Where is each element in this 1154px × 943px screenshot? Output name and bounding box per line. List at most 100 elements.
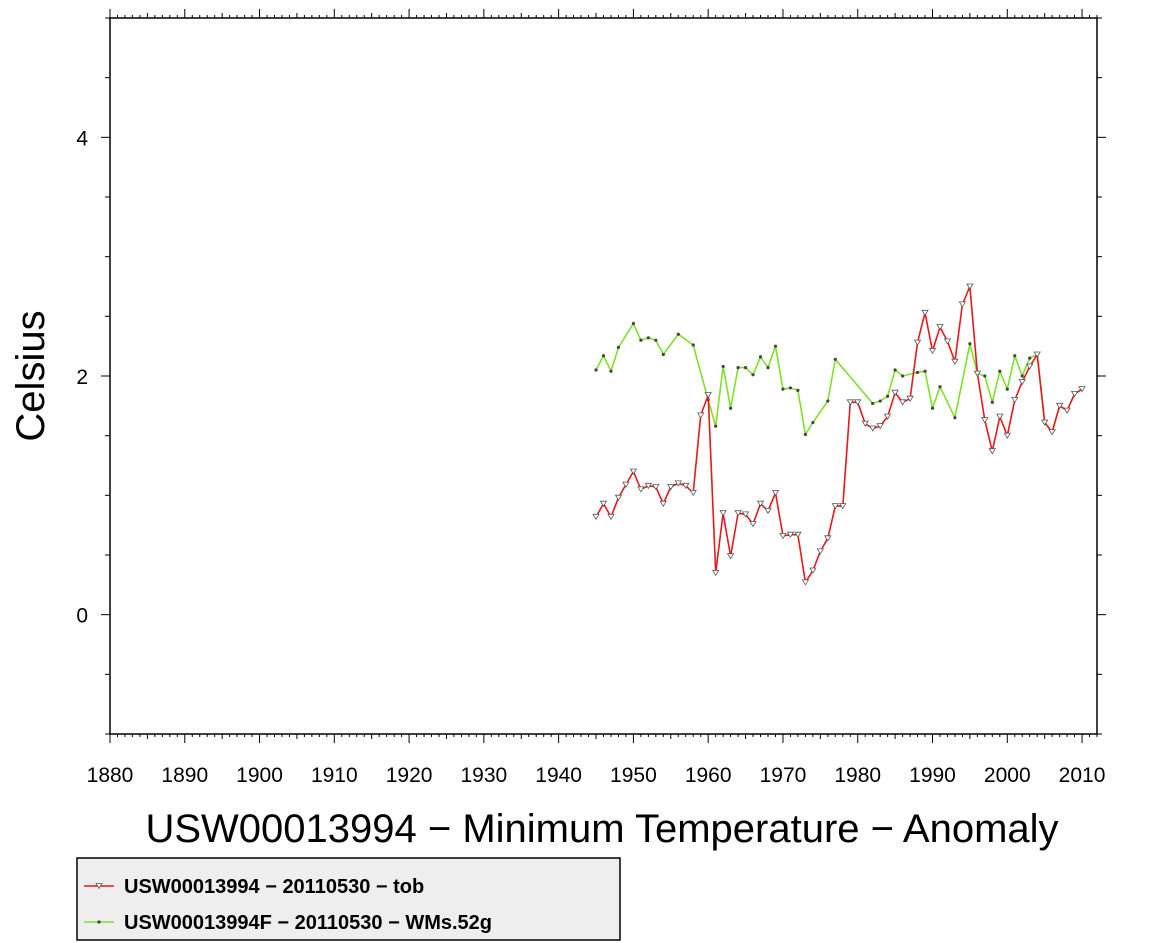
data-point — [809, 567, 817, 574]
data-point — [714, 424, 718, 428]
data-point — [803, 432, 807, 437]
x-tick-label: 1980 — [834, 764, 881, 787]
x-tick-label: 1930 — [461, 764, 508, 787]
data-point — [631, 321, 636, 326]
data-point — [930, 406, 935, 410]
series-line — [595, 322, 1083, 436]
data-point — [883, 413, 892, 420]
data-point — [721, 364, 725, 369]
data-point — [983, 374, 987, 378]
data-point — [906, 395, 914, 402]
data-point — [654, 338, 658, 342]
data-point — [861, 420, 869, 427]
data-point — [1055, 402, 1064, 410]
data-point — [629, 468, 638, 475]
data-point — [696, 412, 705, 419]
data-point — [644, 482, 653, 490]
data-point — [938, 385, 942, 389]
data-point — [953, 416, 957, 420]
data-point — [622, 481, 630, 488]
data-point — [736, 366, 740, 370]
legend-marker — [97, 920, 101, 924]
data-point — [990, 400, 994, 404]
data-point — [921, 309, 929, 317]
data-point — [898, 399, 907, 406]
data-point — [876, 423, 884, 430]
data-point — [1003, 432, 1012, 439]
data-point — [794, 531, 802, 538]
data-point — [691, 343, 695, 347]
data-point — [966, 283, 974, 290]
data-point — [936, 324, 944, 331]
data-point — [682, 482, 690, 490]
data-point — [915, 370, 920, 375]
data-point — [831, 503, 840, 510]
x-tick-label: 1950 — [610, 764, 657, 787]
y-tick-label: 0 — [76, 605, 88, 628]
data-point — [853, 399, 862, 406]
data-point — [996, 413, 1004, 420]
data-point — [676, 332, 680, 336]
data-point — [781, 387, 785, 391]
data-point — [871, 401, 875, 406]
data-point — [958, 301, 967, 308]
data-point — [886, 394, 890, 398]
tick-labels: 1880 1890 1900 1910 1920 1930 1940 1950 1960 1970… — [76, 127, 1105, 787]
data-point — [826, 399, 830, 403]
data-point — [868, 425, 877, 432]
x-tick-label: 2000 — [984, 764, 1031, 787]
x-tick-label: 1900 — [236, 764, 283, 787]
data-point — [839, 503, 847, 510]
data-point — [1048, 429, 1056, 436]
data-point — [756, 500, 765, 507]
data-point — [661, 352, 665, 357]
plot-frame — [109, 17, 1098, 735]
data-point — [1025, 363, 1034, 370]
data-point — [1063, 407, 1071, 414]
legend-label: USW00013994F − 20110530 − WMs.52g — [124, 912, 492, 934]
data-point — [1070, 391, 1079, 398]
data-point — [729, 406, 733, 410]
data-point — [998, 369, 1002, 373]
data-point — [1011, 397, 1019, 404]
data-point — [1018, 379, 1026, 386]
data-point — [766, 366, 770, 370]
data-point — [878, 399, 882, 403]
data-point — [811, 420, 815, 425]
data-point — [951, 358, 959, 365]
data-point — [601, 354, 606, 358]
data-point — [749, 521, 757, 528]
data-point — [943, 338, 952, 345]
x-tick-label: 1920 — [386, 764, 433, 787]
data-point — [646, 336, 650, 340]
legend-box — [76, 857, 621, 941]
series-layer — [592, 283, 1086, 586]
data-point — [1020, 374, 1024, 378]
data-point — [900, 374, 905, 378]
data-point — [928, 348, 937, 355]
y-tick-label: 4 — [76, 127, 88, 150]
data-point — [891, 389, 899, 396]
data-point — [1028, 356, 1032, 360]
x-tick-label: 1990 — [909, 764, 956, 787]
data-point — [592, 513, 600, 521]
x-tick-label: 1970 — [760, 764, 807, 787]
data-point — [913, 339, 922, 346]
data-point — [764, 507, 772, 515]
data-point — [609, 369, 613, 373]
data-point — [801, 579, 810, 586]
data-point — [734, 510, 742, 517]
data-point — [923, 369, 927, 373]
data-point — [771, 490, 780, 497]
data-point — [1033, 351, 1041, 358]
data-point — [751, 373, 755, 377]
x-tick-label: 1880 — [87, 764, 134, 787]
data-point — [988, 448, 997, 455]
legend: USW00013994 − 20110530 − tob USW00013994F… — [76, 857, 621, 941]
data-point — [788, 386, 793, 390]
data-point — [594, 368, 598, 372]
data-point — [796, 388, 800, 392]
data-point — [711, 570, 720, 577]
data-point — [659, 500, 668, 507]
